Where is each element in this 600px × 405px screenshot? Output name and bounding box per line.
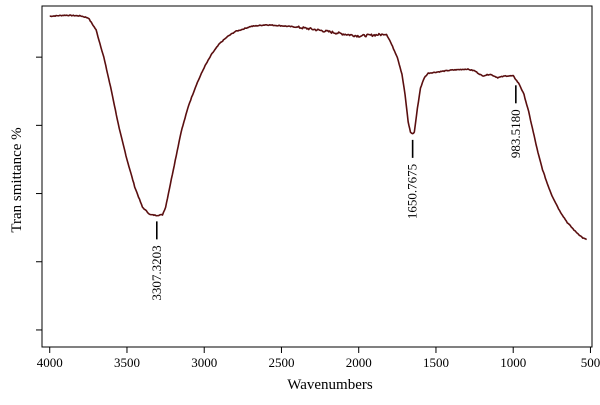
x-tick-label: 4000 (37, 355, 63, 370)
x-tick-label: 2500 (268, 355, 294, 370)
y-axis (36, 56, 42, 331)
x-tick-label: 3500 (114, 355, 140, 370)
x-tick-label: 2000 (346, 355, 372, 370)
peak-label: 983.5180 (508, 109, 523, 158)
peak-annotations: 3307.3203 1650.7675 983.5180 (149, 85, 523, 301)
x-axis-title: Wavenumbers (287, 377, 373, 393)
peak-label: 1650.7675 (405, 164, 420, 219)
y-axis-title: Tran smittance % (9, 127, 25, 232)
x-tick-label: 1500 (423, 355, 449, 370)
x-tick-label: 500 (581, 355, 600, 370)
x-tick-label: 1000 (500, 355, 526, 370)
x-tick-label: 3000 (191, 355, 217, 370)
spectrum-line (49, 14, 588, 241)
plot-frame (41, 5, 593, 348)
peak-label: 3307.3203 (149, 245, 164, 300)
x-axis: 4000 3500 3000 2500 2000 1500 1000 500 (37, 347, 600, 370)
